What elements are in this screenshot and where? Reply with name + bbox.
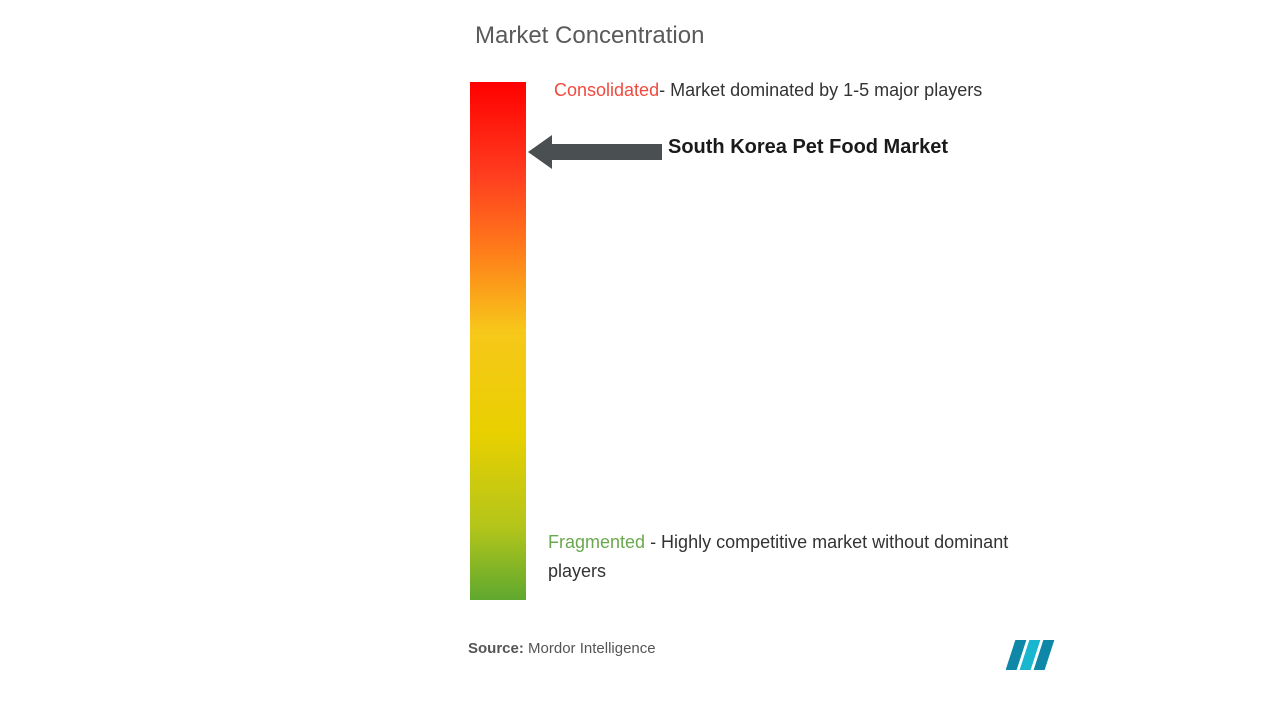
consolidated-label: Consolidated [554,80,659,100]
consolidated-annotation: Consolidated- Market dominated by 1-5 ma… [554,80,982,101]
fragmented-annotation: Fragmented - Highly competitive market w… [548,528,1048,586]
market-position-arrow-icon [528,132,662,172]
source-value: Mordor Intelligence [528,640,656,657]
concentration-gradient-bar [470,82,526,600]
market-name-label: South Korea Pet Food Market [668,136,948,159]
source-attribution: Source: Mordor Intelligence [468,640,656,657]
fragmented-label: Fragmented [548,532,645,552]
mordor-intelligence-logo-icon [1006,638,1060,672]
source-label: Source: [468,640,524,657]
chart-title: Market Concentration [475,22,704,50]
consolidated-desc: - Market dominated by 1-5 major players [659,80,982,100]
